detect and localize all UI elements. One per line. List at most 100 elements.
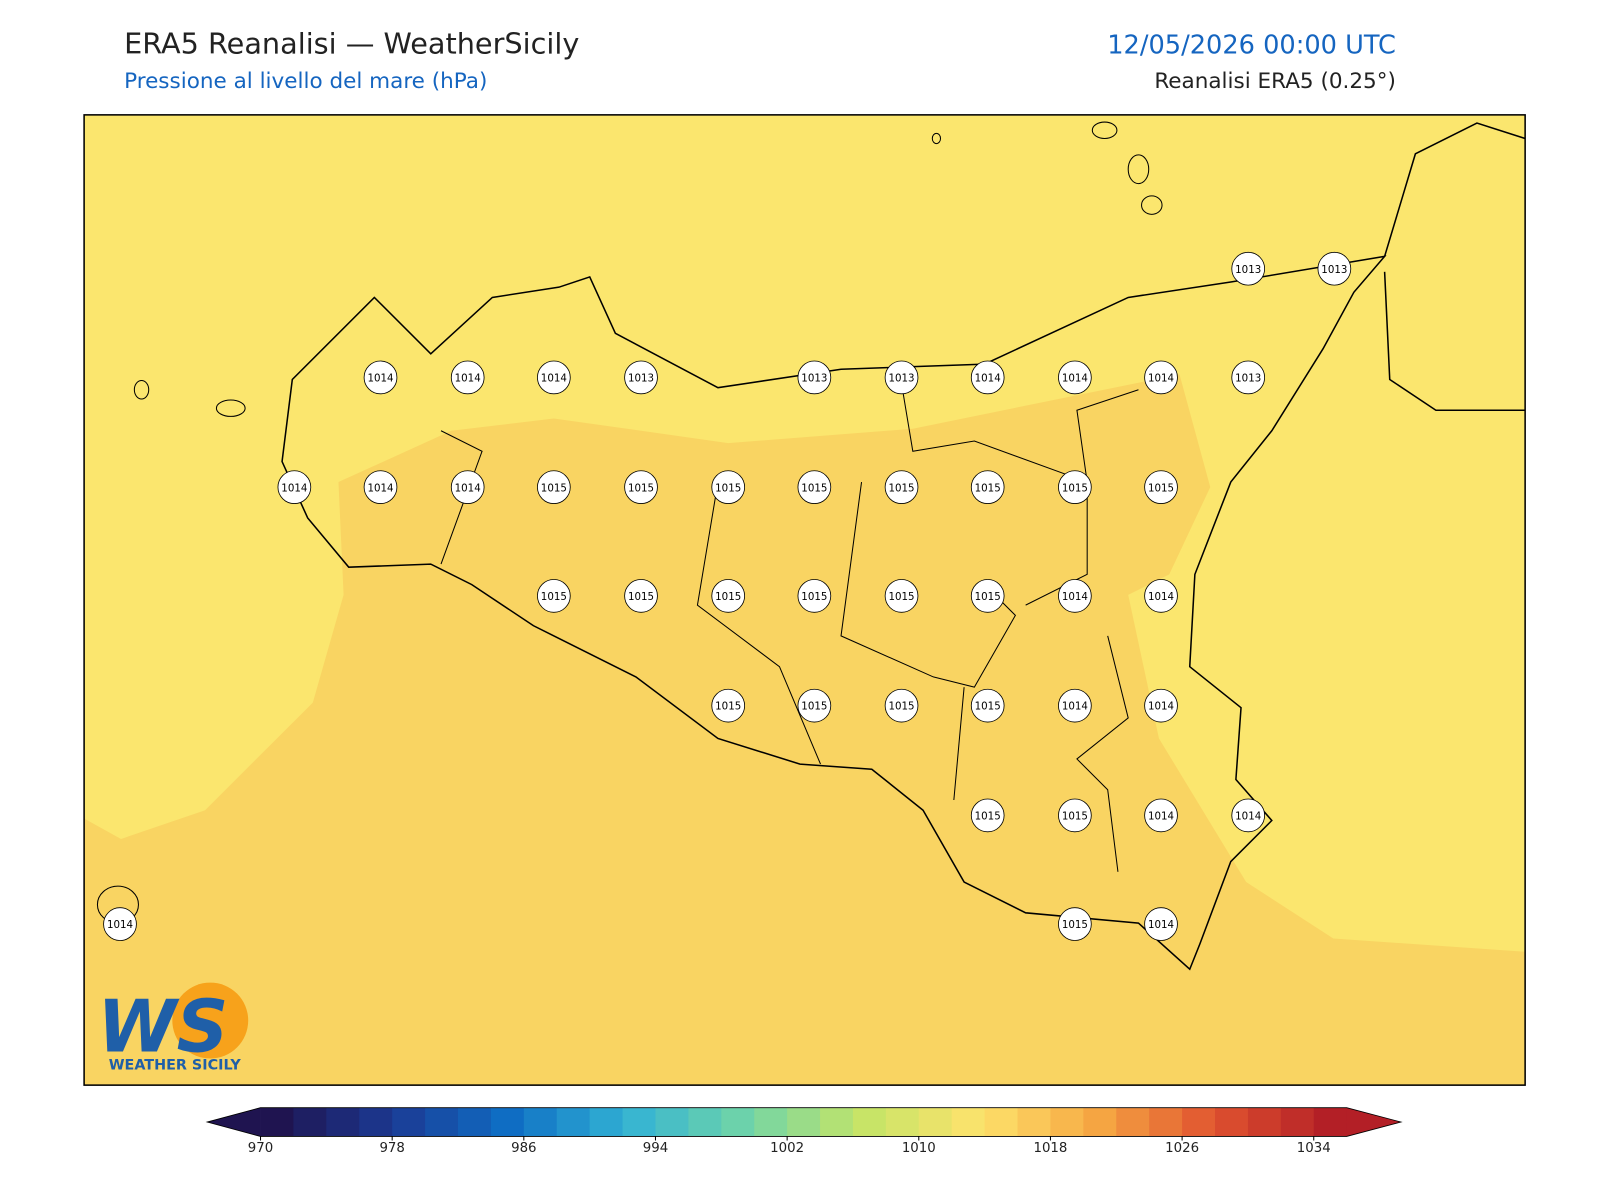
colorbar-segment: [326, 1107, 360, 1137]
colorbar-tick-label: 970: [248, 1141, 273, 1156]
colorbar-tick-label: 1018: [1033, 1141, 1067, 1156]
station-marker: [1144, 798, 1178, 833]
colorbar: 970 978 986 994 1002 1010 1018 1026 1034: [205, 1107, 1403, 1156]
colorbar-segment: [622, 1107, 656, 1137]
station-value: 1013: [628, 373, 654, 385]
station-value: 1015: [715, 591, 741, 603]
colorbar-segment: [1182, 1107, 1216, 1137]
station-value: 1013: [1235, 373, 1261, 385]
station-marker: [624, 360, 658, 395]
station-marker: [970, 470, 1005, 504]
subtitle: Pressione al livello del mare (hPa): [124, 69, 487, 94]
colorbar-segment: [359, 1107, 393, 1137]
station-value: 1014: [455, 373, 481, 385]
station-value: 1013: [1235, 264, 1261, 276]
station-value: 1014: [1148, 373, 1174, 385]
colorbar-segment: [1313, 1107, 1348, 1137]
station-marker: [797, 470, 832, 504]
colorbar-tick-label: 986: [511, 1141, 536, 1156]
station-marker: [711, 579, 746, 613]
station-marker: [797, 360, 832, 395]
station-value: 1014: [1148, 701, 1174, 713]
station-value: 1015: [628, 591, 654, 603]
station-marker: [277, 470, 312, 504]
colorbar-segment: [1017, 1107, 1051, 1137]
colorbar-segment: [425, 1107, 459, 1137]
station-marker: [970, 798, 1005, 833]
station-marker: [1144, 688, 1178, 723]
station-marker: [1144, 470, 1178, 504]
island: [1127, 154, 1150, 185]
station-value: 1015: [801, 482, 827, 494]
station-marker: [711, 688, 746, 723]
station-value: 1015: [801, 591, 827, 603]
station-value: 1014: [281, 482, 307, 494]
station-value: 1014: [1235, 810, 1261, 822]
station-value: 1014: [1148, 810, 1174, 822]
colorbar-tick-label: 1034: [1297, 1141, 1331, 1156]
station-value: 1013: [801, 373, 827, 385]
island: [1141, 195, 1163, 215]
colorbar-segment: [787, 1107, 821, 1137]
colorbar-tick-label: 1002: [770, 1141, 804, 1156]
station-marker: [884, 579, 919, 613]
colorbar-segment: [1215, 1107, 1249, 1137]
colorbar-segment: [1083, 1107, 1117, 1137]
station-marker: [1317, 251, 1352, 286]
datetime: 12/05/2026 00:00 UTC: [1107, 30, 1396, 60]
station-marker: [970, 579, 1005, 613]
station-marker: [970, 360, 1005, 395]
station-value: 1015: [1148, 482, 1174, 494]
station-marker: [363, 360, 398, 395]
island: [215, 399, 246, 417]
station-marker: [103, 907, 137, 941]
colorbar-extend-high: [1346, 1107, 1402, 1137]
station-value: 1014: [1148, 919, 1174, 931]
pressure-zone-low: [84, 114, 1526, 952]
sicily-coastline: [281, 255, 1387, 971]
calabria-coastline: [1383, 122, 1526, 412]
colorbar-segment: [754, 1107, 788, 1137]
station-marker: [1144, 907, 1178, 941]
station-value: 1014: [975, 373, 1001, 385]
station-marker: [1144, 579, 1178, 613]
colorbar-segment: [556, 1107, 591, 1137]
colorbar-segment: [951, 1107, 986, 1137]
station-value: 1014: [541, 373, 567, 385]
station-marker: [1144, 360, 1178, 395]
colorbar-segment: [457, 1107, 492, 1137]
station-value: 1014: [367, 482, 393, 494]
title: ERA5 Reanalisi — WeatherSicily: [124, 26, 579, 60]
colorbar-segment: [490, 1107, 525, 1137]
station-marker: [1058, 798, 1092, 833]
station-marker: [537, 360, 571, 395]
station-marker: [884, 470, 919, 504]
colorbar-outline: [205, 1107, 1403, 1137]
colorbar-segment: [852, 1107, 887, 1137]
colorbar-tick-label: 994: [643, 1141, 668, 1156]
station-value: 1015: [801, 701, 827, 713]
colorbar-segment: [721, 1107, 755, 1137]
station-marker: [797, 688, 832, 723]
station-value: 1013: [1321, 264, 1347, 276]
colorbar-segment: [1280, 1107, 1315, 1137]
station-value: 1015: [715, 701, 741, 713]
station-value: 1015: [541, 482, 567, 494]
station-marker: [884, 360, 919, 395]
station-marker: [1058, 360, 1092, 395]
colorbar-segment: [523, 1107, 558, 1137]
island: [1091, 121, 1118, 139]
station-value: 1015: [888, 701, 914, 713]
station-value: 1014: [367, 373, 393, 385]
colorbar-segment: [885, 1107, 920, 1137]
station-value: 1015: [715, 482, 741, 494]
logo: WS WEATHER SICILY: [97, 982, 249, 1074]
logo-mark: WS: [97, 984, 228, 1068]
station-marker: [1058, 688, 1092, 723]
station-value: 1015: [1062, 482, 1088, 494]
station-value: 1013: [888, 373, 914, 385]
colorbar-segment: [688, 1107, 722, 1137]
station-marker: [537, 579, 571, 613]
colorbar-segment: [984, 1107, 1019, 1137]
